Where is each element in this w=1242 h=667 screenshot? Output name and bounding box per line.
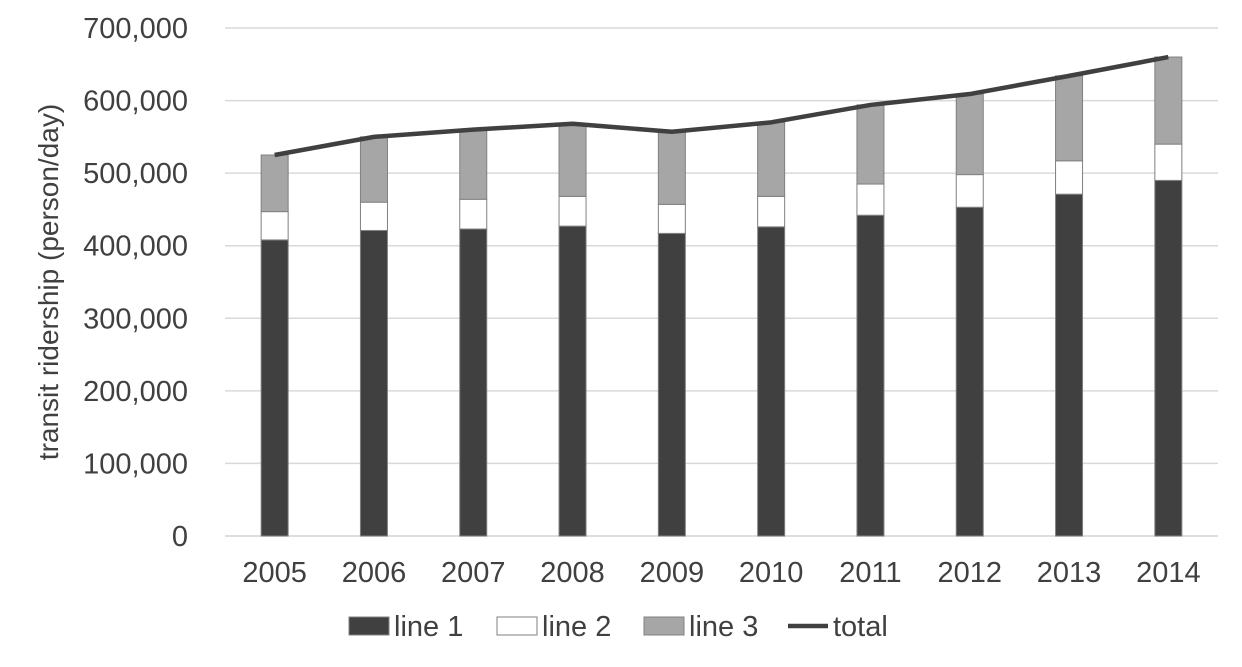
- legend-label: line 1: [394, 611, 463, 643]
- bar-line-2-2010: [757, 195, 786, 228]
- y-tick-label: 100,000: [83, 448, 188, 480]
- x-tick-label: 2012: [937, 557, 1002, 589]
- x-tick-label: 2013: [1037, 557, 1102, 589]
- x-tick-label: 2009: [640, 557, 705, 589]
- legend-label: total: [833, 611, 888, 643]
- x-axis-ticks: 2005 2006 2007 2008 2009 2010 2011 2012 2013 2014: [242, 557, 1200, 589]
- y-tick-label: 500,000: [83, 158, 188, 190]
- bar-line-3-2007: [459, 129, 488, 200]
- bar-line-2-2009: [657, 203, 686, 234]
- legend-label: line 3: [689, 611, 758, 643]
- bar-line-1-2012: [955, 206, 984, 537]
- bar-line-3-2013: [1055, 75, 1084, 162]
- bar-line-3-2012: [955, 93, 984, 176]
- bar-line-2-2008: [558, 195, 587, 227]
- legend: line 1 line 2 line 3 total: [348, 611, 888, 643]
- bar-line-2-2014: [1154, 143, 1183, 181]
- x-tick-label: 2014: [1136, 557, 1201, 589]
- bar-line-2-2012: [955, 174, 984, 208]
- bar-line-1-2005: [260, 239, 289, 537]
- y-tick-label: 0: [172, 521, 188, 553]
- series-line-total: [274, 54, 1169, 158]
- legend-swatch: [496, 616, 538, 636]
- bars: [260, 56, 1183, 537]
- bar-line-3-2014: [1154, 56, 1183, 145]
- y-tick-label: 200,000: [83, 376, 188, 408]
- x-tick-label: 2005: [242, 557, 307, 589]
- legend-label: line 2: [542, 611, 611, 643]
- x-tick-label: 2011: [839, 557, 901, 589]
- y-tick-label: 400,000: [83, 231, 188, 263]
- x-tick-label: 2008: [540, 557, 605, 589]
- bar-line-3-2008: [558, 123, 587, 197]
- bar-line-3-2006: [359, 136, 388, 203]
- y-tick-label: 600,000: [83, 86, 188, 118]
- bar-line-2-2013: [1055, 160, 1084, 195]
- bar-line-1-2011: [856, 214, 885, 537]
- bar-line-1-2008: [558, 225, 587, 537]
- total-line: [274, 54, 1169, 158]
- legend-swatch: [348, 616, 390, 636]
- y-axis-ticks: 0 100,000 200,000 300,000 400,000 500,000 600,…: [83, 13, 188, 553]
- bar-line-1-2007: [459, 228, 488, 537]
- bar-line-1-2006: [359, 229, 388, 537]
- x-tick-label: 2010: [739, 557, 804, 589]
- bar-line-3-2009: [657, 131, 686, 205]
- bar-line-1-2014: [1154, 179, 1183, 537]
- bar-line-1-2009: [657, 232, 686, 537]
- gridlines: [225, 27, 1218, 537]
- x-tick-label: 2006: [342, 557, 407, 589]
- bar-line-2-2006: [359, 201, 388, 231]
- y-axis-title: transit ridership (person/day): [33, 104, 64, 460]
- bar-line-2-2011: [856, 183, 885, 216]
- y-tick-label: 300,000: [83, 303, 188, 335]
- bar-line-2-2005: [260, 211, 289, 241]
- bar-line-1-2013: [1055, 193, 1084, 537]
- bar-line-3-2011: [856, 104, 885, 185]
- bar-line-3-2010: [757, 121, 786, 197]
- y-tick-label: 700,000: [83, 13, 188, 45]
- bar-line-3-2005: [260, 154, 289, 213]
- bar-line-1-2010: [757, 226, 786, 537]
- legend-swatch: [643, 616, 685, 636]
- x-tick-label: 2007: [441, 557, 506, 589]
- bar-line-2-2007: [459, 198, 488, 230]
